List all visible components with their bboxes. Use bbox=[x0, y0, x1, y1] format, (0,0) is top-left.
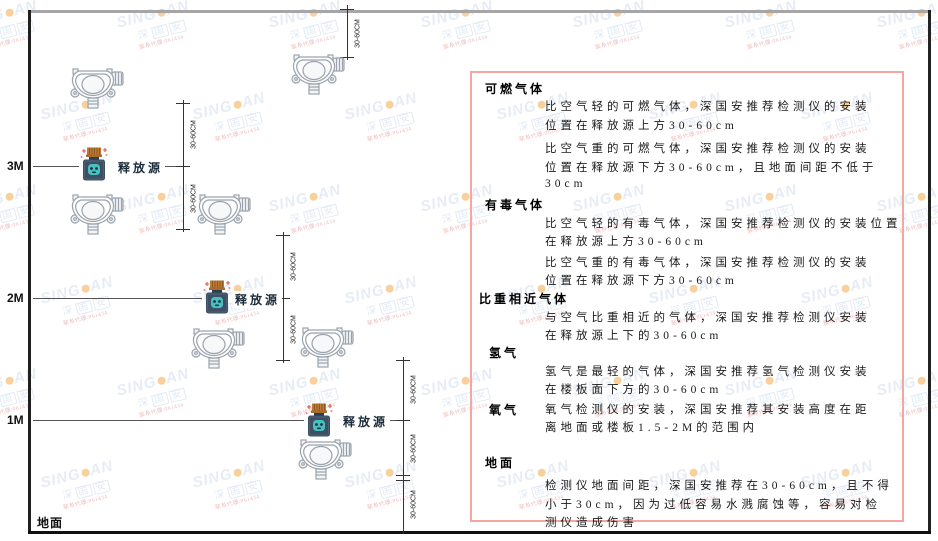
ceiling-line bbox=[28, 10, 931, 13]
dimension-line bbox=[347, 5, 348, 60]
panel-text-line: 在释放源上下的30-60cm bbox=[545, 330, 723, 342]
panel-text-line: 氢气是最轻的气体，深国安推荐氢气检测仪安装 bbox=[545, 366, 871, 378]
gas-detector-icon bbox=[291, 54, 345, 95]
dimension-line bbox=[283, 232, 284, 363]
dimension-tick bbox=[340, 57, 354, 58]
release-source bbox=[79, 146, 109, 184]
gas-detector-icon bbox=[191, 328, 245, 369]
dimension-tick bbox=[176, 166, 190, 167]
panel-heading: 氧气 bbox=[489, 403, 520, 417]
dimension-tick bbox=[396, 480, 410, 481]
level-line bbox=[158, 166, 183, 167]
gas-detector bbox=[196, 192, 252, 236]
dimension-tick bbox=[276, 360, 290, 361]
panel-text-line: 位置在释放源上方30-60cm bbox=[545, 120, 738, 132]
level-line bbox=[33, 298, 202, 299]
dimension-label: 30-60CM bbox=[290, 315, 298, 344]
release-source-label: 释放源 bbox=[233, 291, 283, 308]
dimension-label: 30-60CM bbox=[290, 252, 298, 281]
dimension-label: 30-60CM bbox=[354, 19, 362, 48]
right-wall-line bbox=[928, 10, 931, 534]
ground-line bbox=[28, 531, 931, 534]
gas-detector bbox=[297, 437, 353, 481]
gas-detector-icon bbox=[197, 194, 251, 235]
dimension-tick bbox=[396, 475, 410, 476]
gas-detector-icon bbox=[300, 327, 354, 368]
dimension-tick bbox=[396, 360, 410, 361]
panel-heading: 地面 bbox=[485, 456, 516, 470]
release-source bbox=[202, 279, 232, 317]
panel-text-line: 离地面或楼板1.5-2M的范围内 bbox=[545, 422, 759, 434]
panel-text-line: 30cm bbox=[545, 178, 587, 190]
gas-detector-icon bbox=[70, 194, 124, 235]
dimension-label: 30-60CM bbox=[410, 434, 418, 463]
panel-heading: 可燃气体 bbox=[485, 82, 546, 96]
panel-text-line: 测仪造成伤害 bbox=[545, 517, 638, 529]
left-wall-line bbox=[28, 10, 31, 534]
release-source-label: 释放源 bbox=[341, 413, 391, 430]
panel-heading: 氢气 bbox=[489, 346, 520, 360]
panel-text-line: 与空气比重相近的气体，深国安推荐检测仪安装 bbox=[545, 312, 871, 324]
dimension-tick bbox=[176, 229, 190, 230]
gas-detector bbox=[290, 52, 346, 96]
panel-text-line: 小于30cm，因为过低容易水溅腐蚀等，容易对检 bbox=[545, 499, 882, 511]
axis-label-2m: 2M bbox=[7, 291, 24, 305]
panel-text-line: 比空气轻的可燃气体，深国安推荐检测仪的安装 bbox=[545, 101, 871, 113]
level-line bbox=[33, 166, 79, 167]
dimension-tick bbox=[276, 298, 290, 299]
release-source-icon bbox=[305, 403, 333, 437]
gas-detector-icon bbox=[70, 68, 124, 109]
ground-label: 地面 bbox=[37, 516, 64, 530]
panel-text-line: 比空气重的可燃气体，深国安推荐检测仪的安装 bbox=[545, 143, 871, 155]
dimension-tick bbox=[276, 235, 290, 236]
axis-label-3m: 3M bbox=[7, 159, 24, 173]
gas-detector bbox=[69, 192, 125, 236]
panel-text-line: 位置在释放源下方30-60cm bbox=[545, 275, 738, 287]
release-source-label: 释放源 bbox=[116, 159, 166, 176]
dimension-tick bbox=[176, 103, 190, 104]
gas-detector bbox=[69, 66, 125, 110]
panel-text-line: 氧气检测仪的安装，深国安推荐其安装高度在距 bbox=[545, 404, 871, 416]
release-source-icon bbox=[203, 280, 231, 314]
release-source-icon bbox=[80, 147, 108, 181]
panel-text-line: 检测仪地面间距，深国安推荐在30-60cm，且不得 bbox=[545, 480, 893, 492]
panel-text-line: 位置在释放源下方30-60cm，且地面间距不低于 bbox=[545, 162, 878, 174]
panel-text-line: 在楼板面下方的30-60cm bbox=[545, 384, 723, 396]
dimension-label: 30-60CM bbox=[410, 490, 418, 519]
gas-detector-icon bbox=[298, 439, 352, 480]
panel-text-line: 比空气轻的有毒气体，深国安推荐检测仪的安装位置 bbox=[545, 218, 902, 230]
panel-heading: 比重相近气体 bbox=[479, 292, 570, 306]
info-panel: 可燃气体比空气轻的可燃气体，深国安推荐检测仪的安装 位置在释放源上方30-60cm… bbox=[470, 71, 904, 529]
dimension-label: 30-60CM bbox=[410, 375, 418, 404]
panel-heading: 有毒气体 bbox=[485, 198, 546, 212]
level-line bbox=[33, 420, 304, 421]
dimension-tick bbox=[340, 9, 354, 10]
gas-detector bbox=[299, 325, 355, 369]
release-source bbox=[304, 402, 334, 440]
panel-text-line: 在释放源上方30-60cm bbox=[545, 236, 707, 248]
dimension-tick bbox=[396, 420, 410, 421]
dimension-label: 30-60CM bbox=[190, 120, 198, 149]
gas-detector bbox=[190, 326, 246, 370]
dimension-line bbox=[403, 357, 404, 534]
panel-text-line: 比空气重的有毒气体，深国安推荐检测仪的安装 bbox=[545, 257, 871, 269]
level-line bbox=[388, 420, 403, 421]
axis-label-1m: 1M bbox=[7, 413, 24, 427]
